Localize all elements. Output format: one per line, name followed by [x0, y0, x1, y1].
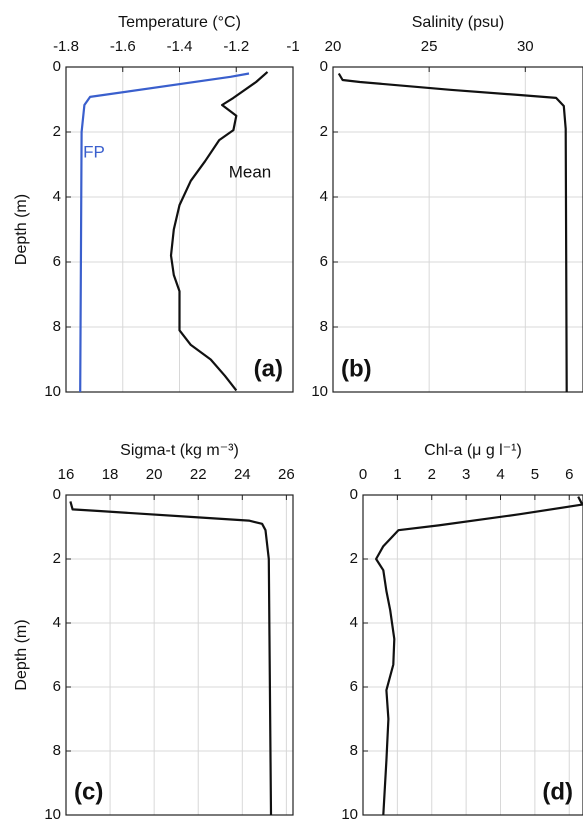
x-tick-label: 16 [58, 466, 75, 483]
y-tick-label: 4 [350, 614, 358, 631]
plot-frame [362, 494, 583, 816]
y-tick-label: 8 [53, 318, 61, 335]
plot-frame [65, 66, 294, 393]
x-tick-label: 1 [393, 466, 401, 483]
y-axis-label: Depth (m) [13, 619, 30, 690]
axis-title: Temperature (°C) [118, 14, 241, 31]
x-tick-label: -1.8 [53, 38, 79, 55]
profile-line [375, 496, 583, 816]
x-tick-label: 18 [102, 466, 119, 483]
series-label: Mean [229, 162, 272, 181]
x-tick-label: 2 [428, 466, 436, 483]
x-tick-label: 22 [190, 466, 207, 483]
panel-label: (b) [341, 355, 372, 382]
plot-area [333, 67, 583, 392]
y-tick-label: 6 [320, 253, 328, 270]
x-tick-label: -1.4 [167, 38, 193, 55]
profile-line [69, 501, 273, 816]
y-tick-label: 8 [350, 742, 358, 759]
y-tick-label: 0 [350, 486, 358, 503]
y-tick-label: 0 [53, 486, 61, 503]
x-tick-label: 5 [531, 466, 539, 483]
series-label: FP [83, 142, 105, 161]
panel-label: (d) [542, 778, 573, 805]
y-tick-label: 2 [53, 123, 61, 140]
profile-line [169, 71, 269, 392]
y-tick-label: 4 [320, 188, 328, 205]
x-tick-label: 26 [278, 466, 295, 483]
y-axis-label: Depth (m) [13, 194, 30, 265]
y-tick-label: 0 [320, 58, 328, 75]
profile-line [79, 72, 250, 393]
plot-area [363, 495, 583, 815]
y-tick-label: 10 [341, 806, 358, 820]
axis-title: Chl-a (μ g l⁻¹) [424, 442, 522, 459]
y-tick-label: 8 [53, 742, 61, 759]
axis-title: Sigma-t (kg m⁻³) [120, 442, 239, 459]
y-tick-label: 6 [350, 678, 358, 695]
y-tick-label: 10 [44, 806, 61, 820]
y-tick-label: 4 [53, 614, 61, 631]
x-tick-label: 4 [496, 466, 504, 483]
x-tick-label: 25 [421, 38, 438, 55]
x-tick-label: 20 [325, 38, 342, 55]
x-tick-label: 3 [462, 466, 470, 483]
y-tick-label: 6 [53, 678, 61, 695]
y-tick-label: 0 [53, 58, 61, 75]
x-tick-label: 0 [359, 466, 367, 483]
plot-frame [332, 66, 583, 393]
y-tick-label: 4 [53, 188, 61, 205]
plot-frame [65, 494, 294, 816]
y-tick-label: 2 [53, 550, 61, 567]
plot-area [66, 495, 293, 815]
x-tick-label: -1 [286, 38, 299, 55]
y-tick-label: 8 [320, 318, 328, 335]
x-tick-label: 6 [565, 466, 573, 483]
x-tick-label: -1.6 [110, 38, 136, 55]
profile-line [337, 72, 568, 393]
y-tick-label: 6 [53, 253, 61, 270]
y-tick-label: 10 [44, 383, 61, 400]
panel-label: (a) [254, 355, 283, 382]
x-tick-label: 20 [146, 466, 163, 483]
axis-title: Salinity (psu) [412, 14, 504, 31]
x-tick-label: 30 [517, 38, 534, 55]
y-tick-label: 2 [320, 123, 328, 140]
x-tick-label: 24 [234, 466, 251, 483]
x-tick-label: -1.2 [223, 38, 249, 55]
y-tick-label: 10 [311, 383, 328, 400]
panel-label: (c) [74, 778, 103, 805]
y-tick-label: 2 [350, 550, 358, 567]
